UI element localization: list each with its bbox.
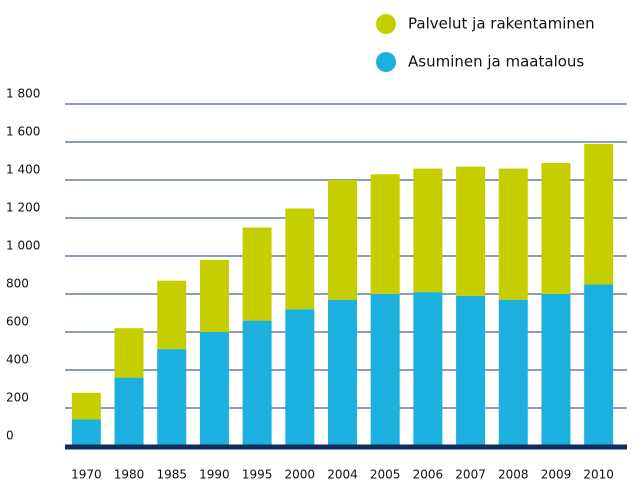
- bar-segment: [456, 295, 486, 446]
- bar-segment: [413, 292, 443, 446]
- bar-segment: [328, 299, 357, 446]
- y-tick-label: 200: [6, 391, 29, 405]
- bar-segment: [285, 208, 315, 310]
- bar-segment: [285, 309, 315, 446]
- bar-segment: [157, 280, 187, 350]
- bar-segment: [114, 328, 144, 378]
- bar-segment: [541, 294, 571, 446]
- legend-label: Palvelut ja rakentaminen: [408, 15, 595, 33]
- y-tick-label: 0: [6, 429, 14, 443]
- x-tick-label: 1980: [114, 468, 145, 482]
- bar-segment: [370, 294, 400, 446]
- x-tick-label: 2008: [498, 468, 529, 482]
- bar-segment: [199, 259, 229, 332]
- bar-segment: [71, 392, 101, 420]
- x-tick-label: 1990: [199, 468, 230, 482]
- legend-marker: [376, 14, 396, 34]
- bar-segment: [370, 174, 400, 294]
- y-tick-label: 800: [6, 277, 29, 291]
- bar-segment: [584, 143, 614, 285]
- x-tick-label: 2009: [541, 468, 572, 482]
- y-tick-label: 1 400: [6, 163, 40, 177]
- x-tick-label: 2006: [413, 468, 444, 482]
- bar-segment: [498, 168, 528, 300]
- bar-segment: [328, 180, 357, 300]
- x-tick-label: 1995: [242, 468, 273, 482]
- y-tick-label: 1 800: [6, 87, 40, 101]
- legend-label: Asuminen ja maatalous: [408, 53, 584, 71]
- bar-segment: [114, 377, 144, 446]
- bar-segment: [584, 284, 614, 446]
- bar-segment: [242, 320, 272, 446]
- x-tick-label: 1985: [156, 468, 187, 482]
- y-tick-label: 1 200: [6, 201, 40, 215]
- x-tick-label: 2007: [455, 468, 486, 482]
- y-tick-label: 600: [6, 315, 29, 329]
- bar-segment: [242, 227, 272, 321]
- bar-segment: [456, 166, 486, 296]
- bar-segment: [541, 162, 571, 294]
- x-tick-label: 2005: [370, 468, 401, 482]
- bar-segment: [498, 299, 528, 446]
- x-tick-label: 2010: [583, 468, 614, 482]
- x-tick-label: 1970: [71, 468, 102, 482]
- y-tick-label: 1 000: [6, 239, 40, 253]
- x-tick-label: 2000: [285, 468, 316, 482]
- bar-segment: [71, 419, 101, 446]
- bar-segment: [413, 168, 443, 293]
- bar-segment: [157, 349, 187, 446]
- x-tick-label: 2004: [327, 468, 358, 482]
- legend-marker: [376, 52, 396, 72]
- bar-segment: [199, 332, 229, 446]
- y-tick-label: 400: [6, 353, 29, 367]
- y-tick-label: 1 600: [6, 125, 40, 139]
